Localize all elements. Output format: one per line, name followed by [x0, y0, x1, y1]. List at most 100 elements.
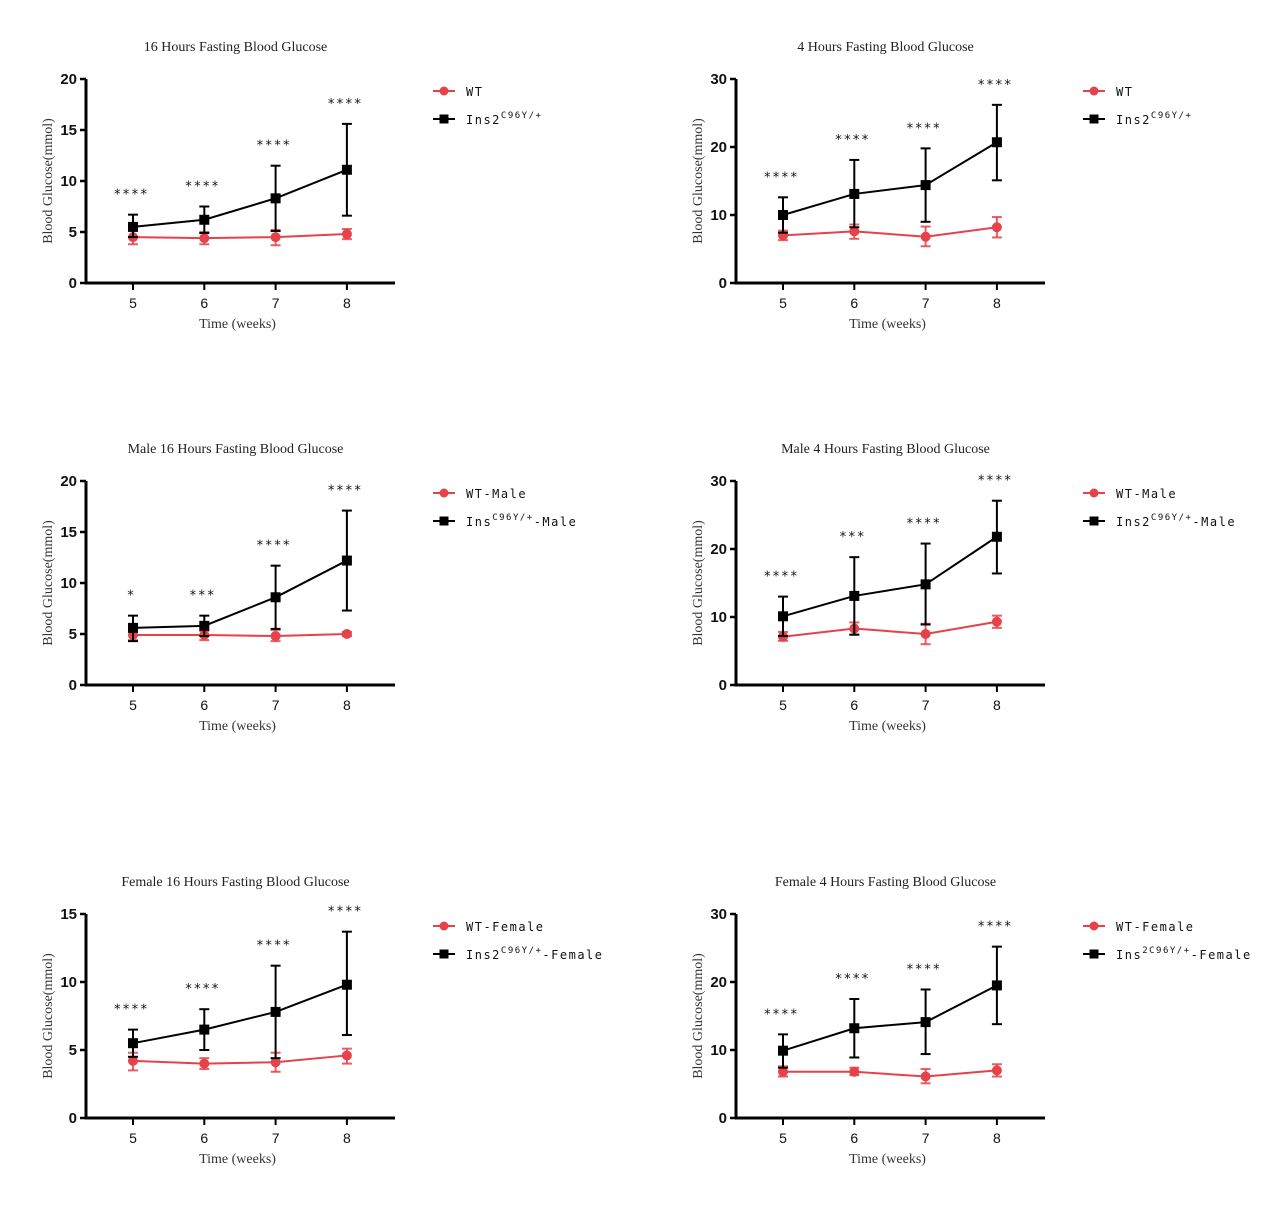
y-tick-label: 30 — [710, 71, 727, 88]
data-point-circle — [849, 1066, 860, 1077]
legend-marker-square — [439, 949, 449, 959]
y-tick-label: 30 — [710, 473, 727, 490]
series-line — [782, 226, 998, 238]
data-point-square — [341, 164, 352, 175]
legend-marker-square — [439, 516, 449, 526]
x-tick-label: 8 — [343, 295, 351, 311]
y-tick-label: 0 — [719, 275, 727, 292]
data-point-square — [991, 137, 1002, 148]
x-tick-label: 5 — [779, 697, 787, 713]
significance-label: **** — [113, 188, 148, 203]
data-point-circle — [128, 1055, 138, 1066]
legend-label: Ins2C96Y/+-Male — [1116, 513, 1236, 529]
data-point-circle — [920, 231, 931, 242]
significance-label: **** — [763, 1007, 798, 1022]
significance-label: **** — [256, 939, 291, 954]
legend-marker-circle — [1089, 488, 1099, 498]
chart-panel-female-16h: Female 16 Hours Fasting Blood Glucose 0 5 1… — [0, 865, 620, 1205]
data-point-circle — [991, 616, 1002, 627]
series-line — [132, 559, 348, 629]
x-tick-label: 6 — [850, 1130, 858, 1146]
legend-item: Ins2C96Y/+-Female — [1083, 946, 1250, 962]
y-tick-label: 10 — [710, 609, 727, 626]
chart-title: Female 16 Hours Fasting Blood Glucose — [121, 875, 349, 890]
significance-label: * — [127, 589, 136, 604]
legend-item: WT-Female — [433, 920, 543, 934]
x-tick-label: 8 — [993, 295, 1001, 311]
x-axis-label: Time (weeks) — [199, 1152, 276, 1167]
x-tick-label: 6 — [850, 295, 858, 311]
x-tick-label: 5 — [129, 697, 137, 713]
y-tick-label: 10 — [60, 974, 77, 991]
data-point-square — [849, 590, 860, 601]
y-tick-label: 10 — [710, 1042, 727, 1059]
data-point-circle — [991, 1065, 1002, 1076]
data-point-square — [849, 188, 860, 199]
legend-item: Ins2C96Y/+-Female — [433, 946, 602, 962]
x-axis-label: Time (weeks) — [849, 317, 926, 332]
data-point-circle — [991, 222, 1002, 233]
series-line — [132, 983, 348, 1045]
x-axis-label: Time (weeks) — [199, 719, 276, 734]
x-tick-label: 7 — [922, 295, 930, 311]
significance-label: **** — [835, 972, 870, 987]
y-tick-label: 0 — [69, 677, 77, 694]
chart-title: Female 4 Hours Fasting Blood Glucose — [775, 875, 996, 890]
x-tick-label: 5 — [129, 295, 137, 311]
series-mutant — [778, 945, 1002, 1069]
data-point-square — [849, 1023, 860, 1034]
y-tick-label: 20 — [60, 71, 77, 88]
legend-label: WT-Male — [1116, 487, 1177, 501]
data-point-square — [341, 555, 352, 566]
legend-item: Ins2C96Y/+ — [1083, 111, 1192, 127]
y-axis-label: Blood Glucose(mmol) — [41, 118, 56, 244]
y-tick-label: 0 — [719, 1110, 727, 1127]
chart-title: Male 4 Hours Fasting Blood Glucose — [781, 442, 990, 457]
x-tick-label: 8 — [993, 697, 1001, 713]
legend-item: WT-Male — [1083, 487, 1177, 501]
series-line — [782, 620, 998, 638]
legend-marker-circle — [1089, 86, 1099, 96]
y-tick-label: 20 — [710, 139, 727, 156]
data-point-square — [128, 622, 138, 633]
legend-label: Ins2C96Y/+ — [1116, 111, 1192, 127]
x-tick-label: 6 — [850, 697, 858, 713]
x-tick-label: 6 — [200, 295, 208, 311]
significance-label: **** — [185, 982, 220, 997]
x-axis-label: Time (weeks) — [849, 719, 926, 734]
series-line — [133, 633, 347, 638]
data-point-square — [199, 214, 210, 225]
significance-label: *** — [189, 589, 215, 604]
data-point-square — [991, 531, 1002, 542]
significance-label: *** — [839, 530, 865, 545]
series-line — [782, 984, 998, 1052]
y-axis-label: Blood Glucose(mmol) — [691, 953, 706, 1079]
data-point-square — [128, 221, 138, 232]
data-point-square — [270, 193, 281, 204]
chart-svg: Male 16 Hours Fasting Blood Glucose 0 5 10 1… — [41, 442, 576, 734]
data-point-square — [778, 611, 788, 622]
x-tick-label: 7 — [922, 697, 930, 713]
legend-item: WT — [433, 85, 482, 99]
significance-label: **** — [906, 517, 941, 532]
series-wt — [778, 1063, 1002, 1085]
x-tick-label: 6 — [200, 1130, 208, 1146]
y-tick-label: 5 — [69, 626, 77, 643]
data-point-square — [920, 180, 931, 191]
legend-item: Ins2C96Y/+-Male — [1083, 513, 1236, 529]
chart-title: 16 Hours Fasting Blood Glucose — [144, 40, 328, 55]
y-tick-label: 5 — [69, 224, 77, 241]
x-tick-label: 6 — [200, 697, 208, 713]
data-point-circle — [199, 1058, 210, 1069]
legend-item: WT-Female — [1083, 920, 1193, 934]
y-tick-label: 20 — [710, 974, 727, 991]
chart-svg: Female 4 Hours Fasting Blood Glucose 0 10 2… — [691, 875, 1250, 1167]
data-point-circle — [341, 629, 352, 639]
y-tick-label: 0 — [69, 1110, 77, 1127]
legend-item: Ins2C96Y/+ — [433, 111, 541, 127]
significance-label: **** — [256, 139, 291, 154]
data-point-square — [920, 1017, 931, 1028]
y-tick-label: 30 — [710, 906, 727, 923]
significance-label: **** — [327, 97, 362, 112]
y-tick-label: 10 — [60, 173, 77, 190]
